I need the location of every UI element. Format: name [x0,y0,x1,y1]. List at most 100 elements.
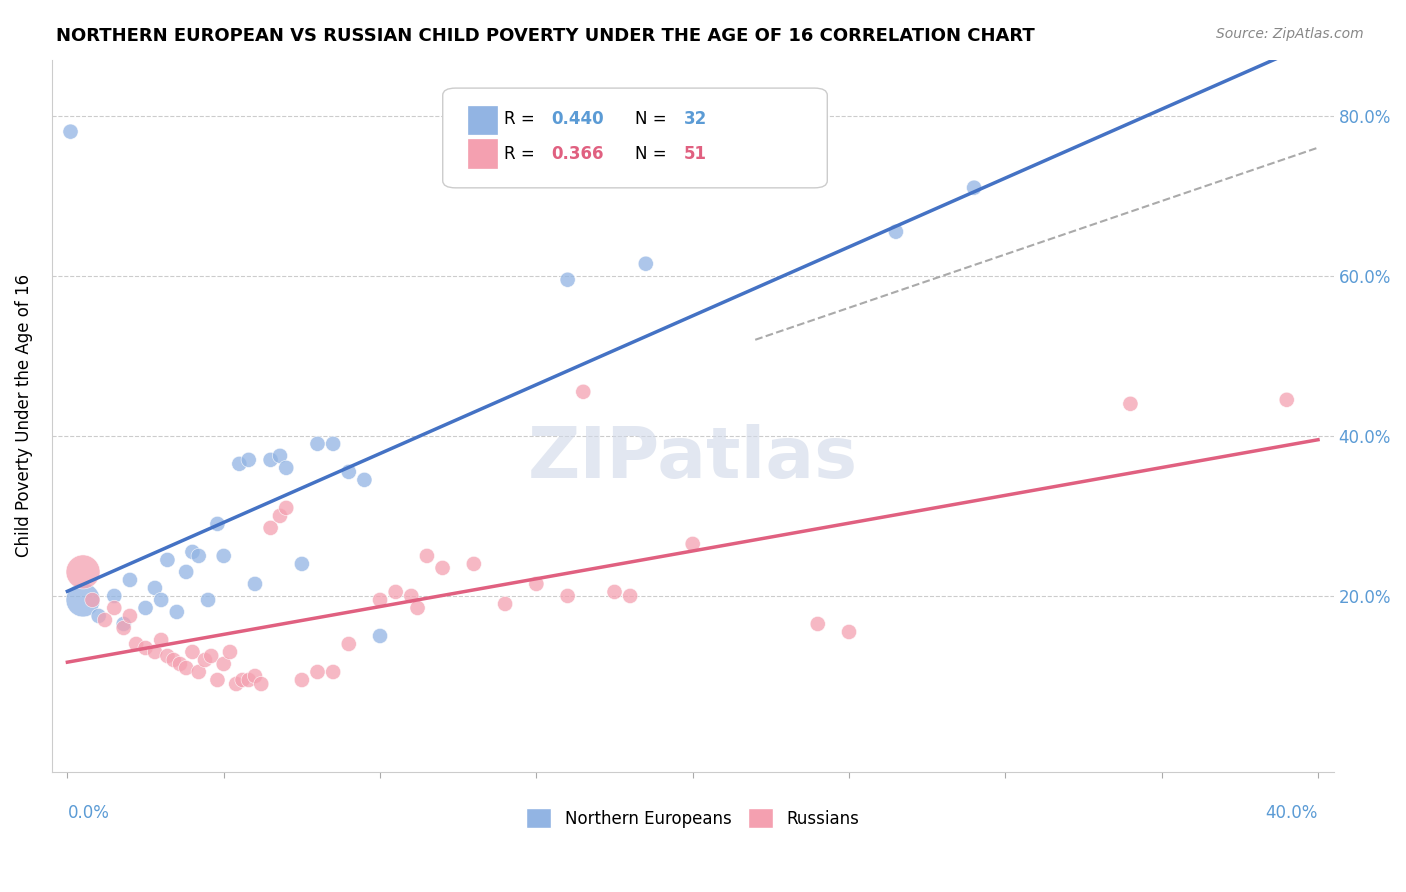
Russians [1275,392,1298,407]
Text: R =: R = [505,145,540,162]
Russians [406,601,429,615]
Russians [259,521,281,535]
Russians [94,613,117,627]
Russians [432,561,454,575]
Russians [682,537,704,551]
Northern Europeans [150,593,173,607]
Text: N =: N = [636,110,672,128]
Northern Europeans [238,453,260,467]
Russians [181,645,204,659]
Northern Europeans [112,617,135,632]
Northern Europeans [307,437,329,451]
Text: R =: R = [505,110,540,128]
Russians [557,589,579,603]
Northern Europeans [197,593,219,607]
Russians [150,632,173,647]
Russians [276,500,298,515]
Russians [103,601,125,615]
Russians [219,645,242,659]
Northern Europeans [353,473,375,487]
Text: NORTHERN EUROPEAN VS RUSSIAN CHILD POVERTY UNDER THE AGE OF 16 CORRELATION CHART: NORTHERN EUROPEAN VS RUSSIAN CHILD POVER… [56,27,1035,45]
Russians [135,640,157,655]
Y-axis label: Child Poverty Under the Age of 16: Child Poverty Under the Age of 16 [15,274,32,558]
Russians [416,549,439,563]
Northern Europeans [884,225,907,239]
Russians [1119,397,1142,411]
Russians [307,665,329,679]
Russians [291,673,314,687]
Northern Europeans [181,545,204,559]
Russians [231,673,253,687]
Text: 40.0%: 40.0% [1265,804,1317,822]
Russians [269,508,291,523]
Northern Europeans [207,516,229,531]
Russians [463,557,485,571]
Russians [238,673,260,687]
Russians [384,585,406,599]
Russians [524,577,547,591]
Northern Europeans [143,581,166,595]
Russians [125,637,148,651]
Northern Europeans [118,573,141,587]
Northern Europeans [276,461,298,475]
Northern Europeans [963,180,986,194]
Northern Europeans [212,549,235,563]
Russians [619,589,641,603]
Text: 32: 32 [683,110,707,128]
Russians [194,653,217,667]
Russians [207,673,229,687]
Northern Europeans [174,565,197,579]
Russians [169,657,191,671]
FancyBboxPatch shape [443,88,827,188]
Northern Europeans [259,453,281,467]
Russians [156,648,179,663]
Text: 0.0%: 0.0% [67,804,110,822]
Russians [118,609,141,624]
Northern Europeans [72,593,94,607]
Northern Europeans [557,273,579,287]
Bar [468,106,496,135]
Legend: Northern Europeans, Russians: Northern Europeans, Russians [520,801,866,835]
Russians [174,661,197,675]
Russians [322,665,344,679]
Northern Europeans [135,601,157,615]
Northern Europeans [634,257,657,271]
Russians [250,677,273,691]
Russians [838,624,860,639]
Northern Europeans [103,589,125,603]
Russians [368,593,391,607]
Text: N =: N = [636,145,672,162]
Russians [82,593,104,607]
Russians [494,597,516,611]
Northern Europeans [166,605,188,619]
Russians [225,677,247,691]
Northern Europeans [269,449,291,463]
Russians [187,665,209,679]
Northern Europeans [291,557,314,571]
Russians [200,648,222,663]
Russians [401,589,423,603]
Russians [112,621,135,635]
Russians [212,657,235,671]
Text: 0.366: 0.366 [551,145,605,162]
Text: Source: ZipAtlas.com: Source: ZipAtlas.com [1216,27,1364,41]
Northern Europeans [59,125,82,139]
Northern Europeans [368,629,391,643]
Bar [468,139,496,168]
Northern Europeans [156,553,179,567]
Northern Europeans [337,465,360,479]
Text: ZIPatlas: ZIPatlas [527,424,858,493]
Text: 51: 51 [683,145,707,162]
Russians [337,637,360,651]
Russians [72,565,94,579]
Russians [243,669,266,683]
Russians [163,653,186,667]
Northern Europeans [187,549,209,563]
Northern Europeans [322,437,344,451]
Russians [807,617,830,632]
Text: 0.440: 0.440 [551,110,605,128]
Northern Europeans [87,609,110,624]
Russians [572,384,595,399]
Russians [603,585,626,599]
Northern Europeans [228,457,250,471]
